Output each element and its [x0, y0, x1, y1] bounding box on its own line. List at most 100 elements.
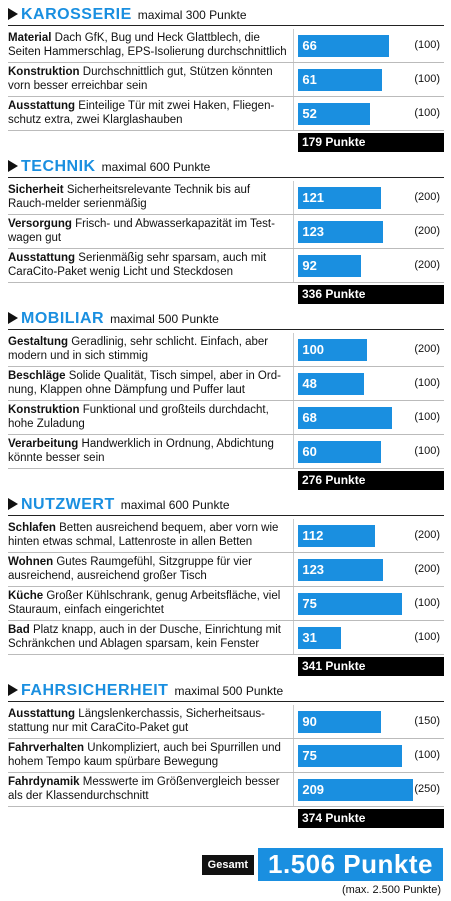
score-max: (100) [414, 73, 440, 85]
score-bar [298, 69, 383, 91]
triangle-icon [8, 498, 18, 510]
triangle-icon [8, 160, 18, 172]
section-max: maximal 500 Punkte [174, 684, 284, 698]
rating-row: Versorgung Frisch- und Abwasserkapazität… [8, 215, 444, 249]
criterion-label: Versorgung [8, 218, 72, 230]
rating-description: Konstruktion Durchschnittlich gut, Stütz… [8, 63, 293, 96]
rating-description: Fahrverhalten Unkompliziert, auch bei Sp… [8, 739, 293, 772]
score-max: (100) [414, 749, 440, 761]
score-cell: 209 (250) [293, 773, 444, 806]
score-cell: 100 (200) [293, 333, 444, 366]
score-value: 61 [302, 72, 317, 87]
overall-score: Gesamt 1.506 Punkte [201, 848, 443, 881]
score-cell: 123 (200) [293, 553, 444, 586]
section-header: KAROSSERIE maximal 300 Punkte [8, 6, 444, 26]
section-header: TECHNIK maximal 600 Punkte [8, 158, 444, 178]
score-max: (100) [414, 107, 440, 119]
score-value: 52 [302, 106, 317, 121]
score-bar [298, 339, 368, 361]
rating-row: Fahrdynamik Messwerte im Größenvergleich… [8, 773, 444, 807]
criterion-text: Messwerte im Größenvergleich besser als … [8, 776, 280, 802]
rating-row: Beschläge Solide Qualität, Tisch simpel,… [8, 367, 444, 401]
score-bar [298, 255, 362, 277]
rating-description: Fahrdynamik Messwerte im Größenvergleich… [8, 773, 293, 806]
criterion-text: Dach GfK, Bug und Heck Glattblech, die S… [8, 32, 287, 58]
criterion-text: Handwerklich in Ordnung, Abdichtung könn… [8, 438, 274, 464]
criterion-label: Beschläge [8, 370, 66, 382]
criterion-text: Gutes Raumgefühl, Sitzgruppe für vier au… [8, 556, 252, 582]
criterion-text: Frisch- und Abwasserkapazität im Test-wa… [8, 218, 275, 244]
score-value: 121 [302, 190, 325, 205]
score-bar [298, 441, 382, 463]
rating-row: Sicherheit Sicherheitsrelevante Technik … [8, 181, 444, 215]
section-max: maximal 600 Punkte [120, 498, 230, 512]
score-bar [298, 593, 403, 615]
rating-row: Material Dach GfK, Bug und Heck Glattble… [8, 29, 444, 63]
criterion-text: Durchschnittlich gut, Stützen könnten vo… [8, 66, 273, 92]
score-cell: 61 (100) [293, 63, 444, 96]
rating-row: Konstruktion Funktional und großteils du… [8, 401, 444, 435]
section-title: TECHNIK [21, 158, 96, 175]
score-value: 92 [302, 258, 317, 273]
criterion-label: Küche [8, 590, 44, 602]
section-header: FAHRSICHERHEIT maximal 500 Punkte [8, 682, 444, 702]
criterion-label: Bad [8, 624, 30, 636]
criterion-label: Verarbeitung [8, 438, 79, 450]
criterion-label: Ausstattung [8, 252, 76, 264]
criterion-text: Unkompliziert, auch bei Spurrillen und h… [8, 742, 281, 768]
score-bar [298, 525, 376, 547]
criterion-label: Material [8, 32, 52, 44]
rating-row: Küche Großer Kühlschrank, genug Arbeitsf… [8, 587, 444, 621]
score-cell: 92 (200) [293, 249, 444, 282]
criterion-label: Fahrdynamik [8, 776, 80, 788]
score-cell: 60 (100) [293, 435, 444, 468]
score-max: (100) [414, 631, 440, 643]
criterion-label: Fahrverhalten [8, 742, 85, 754]
score-bar [298, 187, 382, 209]
criterion-label: Konstruktion [8, 404, 80, 416]
rating-description: Ausstattung Einteilige Tür mit zwei Hake… [8, 97, 293, 130]
score-bar [298, 35, 390, 57]
rating-row: Ausstattung Einteilige Tür mit zwei Hake… [8, 97, 444, 131]
criterion-label: Ausstattung [8, 100, 76, 112]
score-cell: 52 (100) [293, 97, 444, 130]
rating-row: Fahrverhalten Unkompliziert, auch bei Sp… [8, 739, 444, 773]
rating-description: Sicherheit Sicherheitsrelevante Technik … [8, 181, 293, 214]
rating-row: Konstruktion Durchschnittlich gut, Stütz… [8, 63, 444, 97]
overall-max: (max. 2.500 Punkte) [341, 884, 441, 896]
score-value: 75 [302, 596, 317, 611]
score-max: (150) [414, 715, 440, 727]
score-max: (200) [414, 191, 440, 203]
score-cell: 31 (100) [293, 621, 444, 654]
criterion-text: Funktional und großteils durchdacht, hoh… [8, 404, 269, 430]
criterion-text: Großer Kühlschrank, genug Arbeitsfläche,… [8, 590, 281, 616]
score-max: (200) [414, 259, 440, 271]
score-value: 209 [302, 782, 325, 797]
section-header: MOBILIAR maximal 500 Punkte [8, 310, 444, 330]
score-bar [298, 407, 393, 429]
criterion-text: Platz knapp, auch in der Dusche, Einrich… [8, 624, 281, 650]
section-max: maximal 300 Punkte [137, 8, 247, 22]
score-cell: 68 (100) [293, 401, 444, 434]
criterion-text: Sicherheitsrelevante Technik bis auf Rau… [8, 184, 251, 210]
section-max: maximal 500 Punkte [110, 312, 219, 326]
score-max: (250) [414, 783, 440, 795]
score-cell: 75 (100) [293, 739, 444, 772]
score-value: 66 [302, 38, 317, 53]
criterion-label: Wohnen [8, 556, 54, 568]
score-value: 90 [302, 714, 317, 729]
score-value: 68 [302, 410, 317, 425]
section-total: 336 Punkte [298, 285, 444, 304]
rating-description: Konstruktion Funktional und großteils du… [8, 401, 293, 434]
score-value: 60 [302, 444, 317, 459]
criterion-text: Geradlinig, sehr schlicht. Einfach, aber… [8, 336, 269, 362]
rating-description: Ausstattung Serienmäßig sehr sparsam, au… [8, 249, 293, 282]
score-max: (200) [414, 343, 440, 355]
rating-description: Schlafen Betten ausreichend bequem, aber… [8, 519, 293, 552]
score-value: 75 [302, 748, 317, 763]
criterion-text: Längslenkerchassis, Sicherheitsaus-statt… [8, 708, 265, 734]
score-bar [298, 627, 342, 649]
score-cell: 75 (100) [293, 587, 444, 620]
score-bar [298, 711, 382, 733]
score-cell: 121 (200) [293, 181, 444, 214]
